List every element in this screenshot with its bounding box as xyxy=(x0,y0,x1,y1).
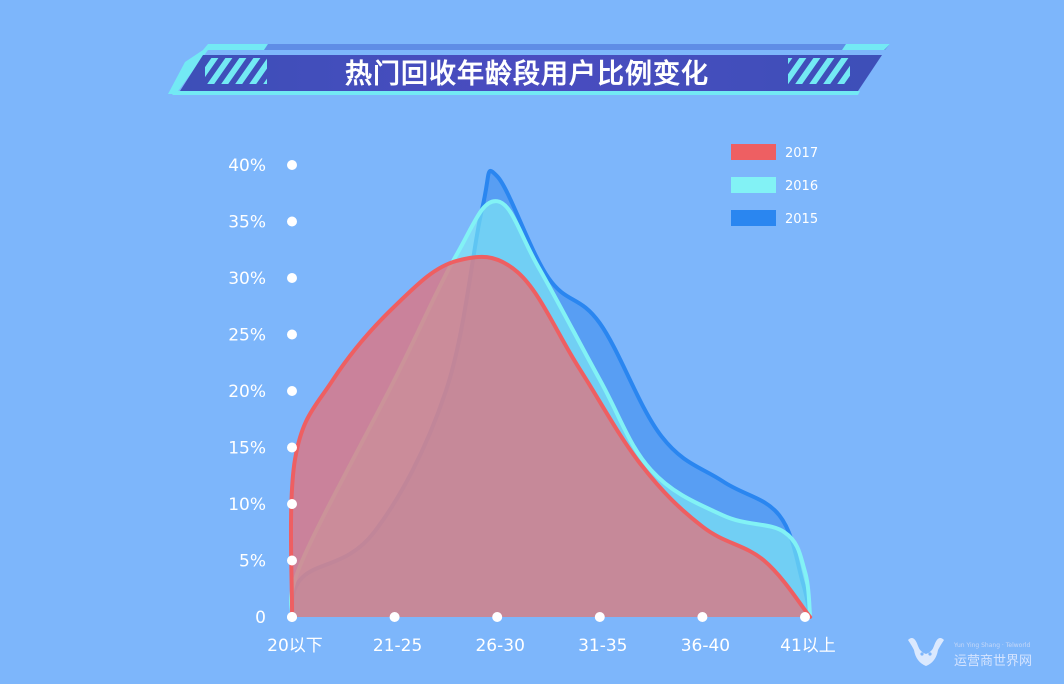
legend-swatch-2015 xyxy=(731,210,776,226)
chart-title: 热门回收年龄段用户比例变化 xyxy=(345,58,709,90)
y-tick-label: 10% xyxy=(228,495,266,515)
legend-swatch-2016 xyxy=(731,177,776,193)
y-tick-label: 40% xyxy=(228,156,266,176)
x-axis-dot xyxy=(800,612,810,622)
x-axis-dot xyxy=(287,612,297,622)
watermark: Yun Ying Shang · Telworld 运营商世界网 xyxy=(908,638,1032,669)
y-tick-label: 25% xyxy=(228,326,266,346)
y-tick-label: 20% xyxy=(228,382,266,402)
title-banner: 热门回收年龄段用户比例变化 xyxy=(168,44,890,95)
axes: 0 5% 10% 15% 20% 25% 30% 35% 40% 20以下 21-25 26-30 31… xyxy=(228,156,836,656)
area-fill-2017 xyxy=(290,256,811,617)
y-axis-dot xyxy=(287,386,297,396)
x-axis-dot xyxy=(697,612,708,622)
x-tick-label: 31-35 xyxy=(578,636,627,656)
banner-left-slant xyxy=(168,50,208,94)
y-axis-dot xyxy=(287,160,297,170)
series-line-2017 xyxy=(288,254,813,619)
banner-bottom-bar xyxy=(172,91,860,95)
y-axis-dot xyxy=(287,555,297,566)
banner-stripes-left xyxy=(205,58,267,84)
y-axis-dot xyxy=(287,216,297,227)
watermark-text: 运营商世界网 xyxy=(954,654,1032,669)
banner-top-accent-right xyxy=(842,44,890,50)
banner-body xyxy=(180,55,882,91)
y-axis-dot xyxy=(287,499,297,509)
legend-label-2016: 2016 xyxy=(785,179,818,194)
y-axis-dot xyxy=(287,442,297,453)
legend-swatch-2017 xyxy=(731,144,776,160)
plot-area xyxy=(288,169,813,619)
y-tick-label: 15% xyxy=(228,439,266,459)
banner-stripes-right xyxy=(788,58,850,84)
x-tick-label: 20以下 xyxy=(267,636,323,656)
x-tick-label: 21-25 xyxy=(373,636,422,656)
x-tick-label: 36-40 xyxy=(681,636,730,656)
y-axis-dot xyxy=(287,329,297,340)
legend-label-2017: 2017 xyxy=(785,146,818,161)
bull-logo-icon xyxy=(908,638,944,666)
y-tick-label: 5% xyxy=(239,552,266,572)
y-tick-label: 0 xyxy=(255,608,266,628)
watermark-subtext: Yun Ying Shang · Telworld xyxy=(953,642,1030,649)
legend: 2017 2016 2015 xyxy=(731,144,818,227)
x-tick-label: 41以上 xyxy=(780,636,836,656)
legend-label-2015: 2015 xyxy=(785,212,818,227)
banner-top-bar xyxy=(264,44,890,50)
y-axis-dot xyxy=(287,273,297,283)
x-tick-label: 26-30 xyxy=(475,636,524,656)
banner-top-accent-left xyxy=(203,44,268,50)
x-axis-dot xyxy=(492,612,503,622)
x-axis-dot xyxy=(389,612,400,622)
x-axis-dot xyxy=(594,612,605,622)
y-tick-label: 35% xyxy=(228,213,266,233)
y-tick-label: 30% xyxy=(228,269,266,289)
